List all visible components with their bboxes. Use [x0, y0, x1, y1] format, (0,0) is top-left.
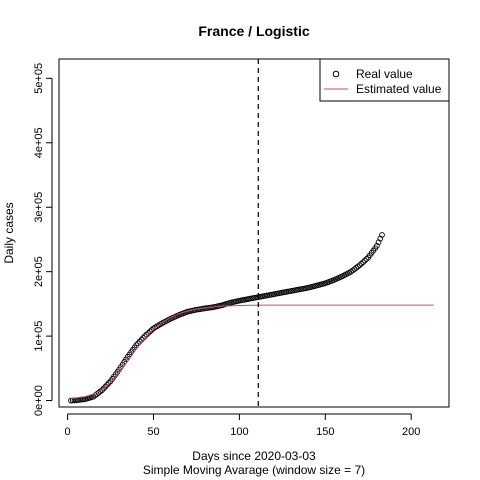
- y-axis: 0e+00 1e+05 2e+05 3e+05 4e+05 5e+05: [33, 63, 53, 416]
- real-value-point: [99, 387, 105, 394]
- legend: Real value Estimated value: [319, 58, 450, 102]
- real-value-point: [363, 256, 370, 262]
- y-tick-label: 1e+05: [33, 321, 45, 352]
- real-value-point: [361, 257, 368, 264]
- x-axis-subtitle: Simple Moving Avarage (window size = 7): [143, 463, 365, 477]
- real-value-point: [102, 383, 109, 390]
- x-axis: 0 50 100 150 200: [65, 413, 420, 438]
- x-tick-label: 0: [65, 426, 71, 438]
- real-value-point: [355, 263, 361, 270]
- real-value-point: [105, 380, 112, 386]
- y-tick-label: 2e+05: [33, 256, 45, 287]
- y-axis-label: Daily cases: [2, 202, 16, 263]
- y-tick-label: 0e+00: [33, 385, 45, 416]
- real-value-point: [143, 331, 150, 338]
- real-value-point: [145, 330, 152, 336]
- y-tick-label: 4e+05: [33, 127, 45, 158]
- x-tick-label: 100: [230, 426, 248, 438]
- chart-title: France / Logistic: [198, 23, 309, 39]
- real-value-point: [360, 259, 366, 265]
- x-axis-label: Days since 2020-03-03: [192, 449, 316, 463]
- series-real-value: [68, 232, 385, 404]
- legend-box: [319, 58, 450, 102]
- plot-frame: [58, 58, 450, 408]
- x-tick-label: 150: [316, 426, 334, 438]
- real-value-point: [100, 385, 107, 392]
- legend-estimated-label: Estimated value: [356, 82, 442, 96]
- legend-real-marker: [332, 70, 340, 78]
- real-value-point: [379, 232, 385, 238]
- x-tick-label: 200: [402, 426, 420, 438]
- real-value-point: [147, 328, 153, 335]
- series-estimated-value: [70, 304, 434, 400]
- real-value-point: [356, 262, 363, 269]
- real-value-point: [104, 381, 110, 388]
- y-tick-label: 5e+05: [33, 63, 45, 94]
- real-value-point: [358, 260, 365, 267]
- legend-real-label: Real value: [356, 67, 413, 81]
- y-tick-label: 3e+05: [33, 192, 45, 223]
- x-tick-label: 50: [147, 426, 159, 438]
